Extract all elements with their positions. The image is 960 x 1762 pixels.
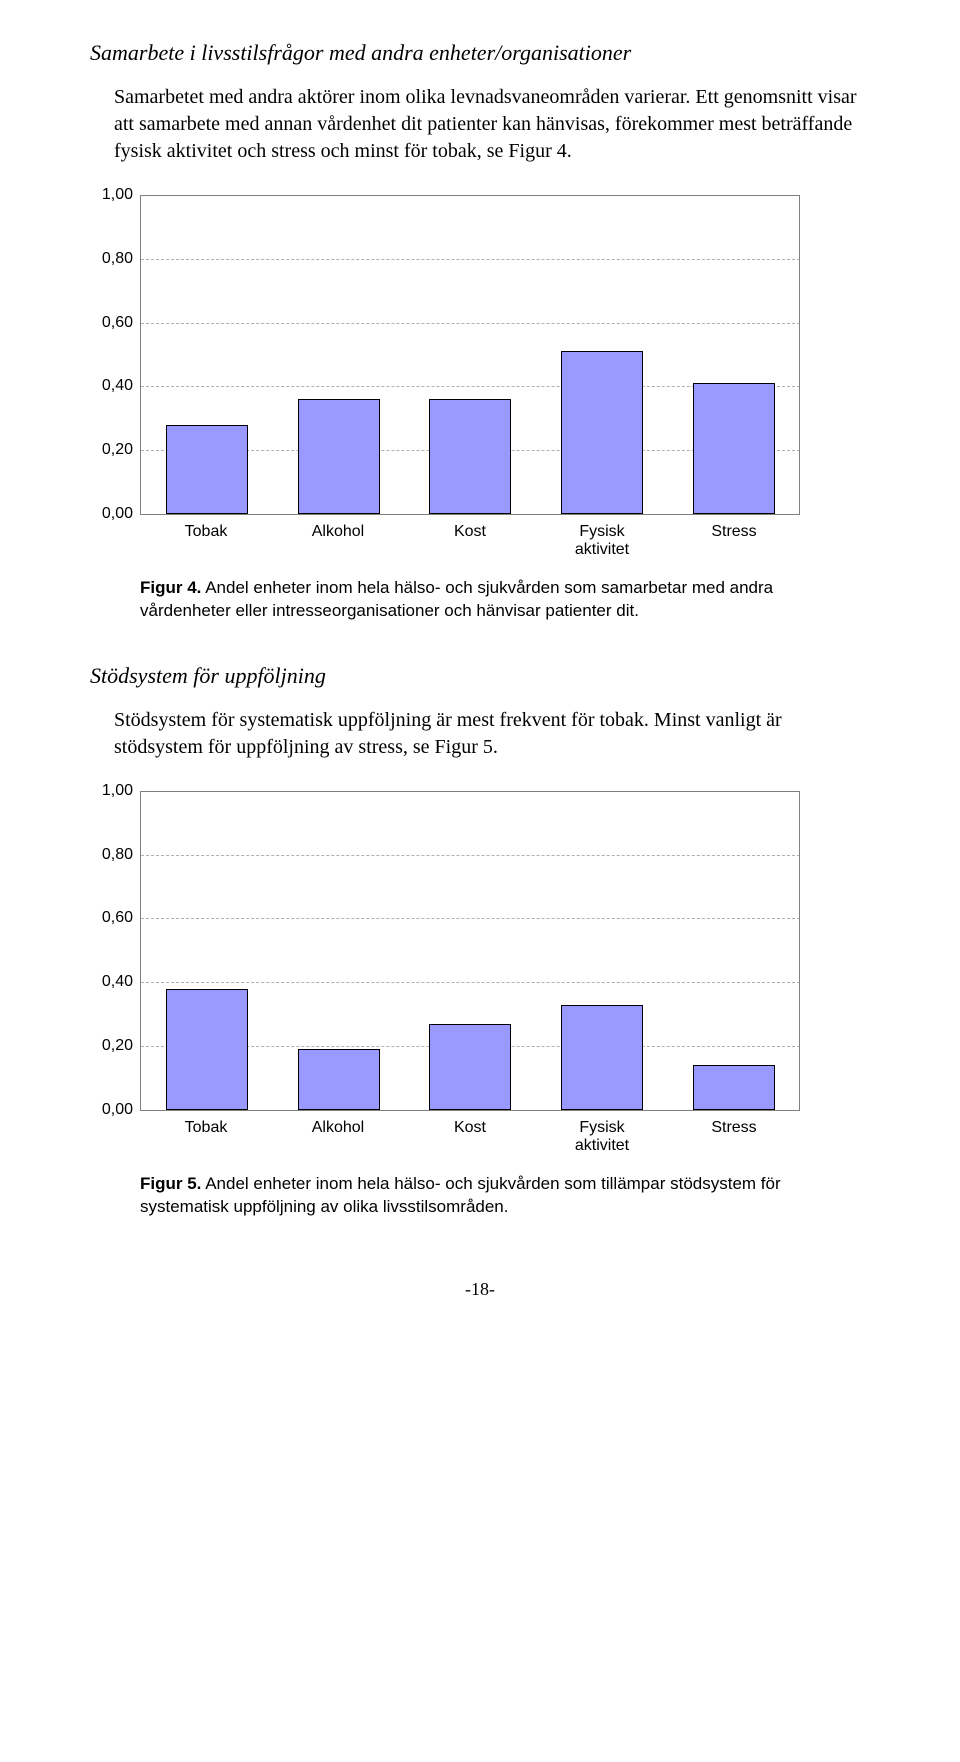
figure-4-caption: Figur 4. Andel enheter inom hela hälso- … — [140, 577, 820, 623]
chart-ytick-label: 0,60 — [87, 909, 133, 927]
section2-paragraph: Stödsystem för systematisk uppföljning ä… — [90, 707, 870, 761]
figure-5-caption: Figur 5. Andel enheter inom hela hälso- … — [140, 1173, 820, 1219]
chart-ytick-label: 0,00 — [87, 1101, 133, 1119]
chart-bars-container — [141, 195, 800, 514]
figure-5-chart: 0,000,200,400,600,801,00 TobakAlkoholKos… — [140, 791, 800, 1155]
section1-paragraph: Samarbetet med andra aktörer inom olika … — [90, 84, 870, 165]
chart-xtick-label: Kost — [420, 1119, 520, 1155]
chart-ytick-label: 0,20 — [87, 1037, 133, 1055]
figure-5-lead: Figur 5. — [140, 1174, 201, 1193]
chart-ytick-label: 1,00 — [87, 782, 133, 800]
chart-bar — [561, 1005, 643, 1110]
chart-xtick-label: Fysisk aktivitet — [552, 1119, 652, 1155]
chart-ytick-label: 0,60 — [87, 314, 133, 332]
chart-xtick-label: Stress — [684, 1119, 784, 1155]
chart-bar — [561, 351, 643, 514]
chart-bars-container — [141, 791, 800, 1110]
chart-xtick-label: Alkohol — [288, 523, 388, 559]
chart-ytick-label: 0,80 — [87, 250, 133, 268]
chart-xtick-label: Tobak — [156, 523, 256, 559]
chart-bar — [429, 1024, 511, 1110]
chart-bar — [429, 399, 511, 514]
chart-ytick-label: 0,20 — [87, 441, 133, 459]
chart-bar — [298, 1049, 380, 1110]
chart-bar — [693, 383, 775, 514]
chart-ytick-label: 0,00 — [87, 505, 133, 523]
chart-ytick-label: 0,80 — [87, 846, 133, 864]
figure-4-text: Andel enheter inom hela hälso- och sjukv… — [140, 578, 773, 620]
chart-xtick-label: Fysisk aktivitet — [552, 523, 652, 559]
section2-heading: Stödsystem för uppföljning — [90, 663, 870, 689]
chart-bar — [693, 1065, 775, 1110]
chart-xtick-label: Stress — [684, 523, 784, 559]
figure-4-chart: 0,000,200,400,600,801,00 TobakAlkoholKos… — [140, 195, 800, 559]
chart-bar — [166, 989, 248, 1110]
chart-bar — [298, 399, 380, 514]
chart-bar — [166, 425, 248, 514]
figure-4-lead: Figur 4. — [140, 578, 201, 597]
chart-ytick-label: 0,40 — [87, 973, 133, 991]
chart-xtick-label: Tobak — [156, 1119, 256, 1155]
section1-heading: Samarbete i livsstilsfrågor med andra en… — [90, 40, 870, 66]
chart-ytick-label: 0,40 — [87, 377, 133, 395]
page-number: -18- — [90, 1279, 870, 1300]
figure-5-text: Andel enheter inom hela hälso- och sjukv… — [140, 1174, 781, 1216]
chart-ytick-label: 1,00 — [87, 186, 133, 204]
chart-xtick-label: Alkohol — [288, 1119, 388, 1155]
chart-xtick-label: Kost — [420, 523, 520, 559]
